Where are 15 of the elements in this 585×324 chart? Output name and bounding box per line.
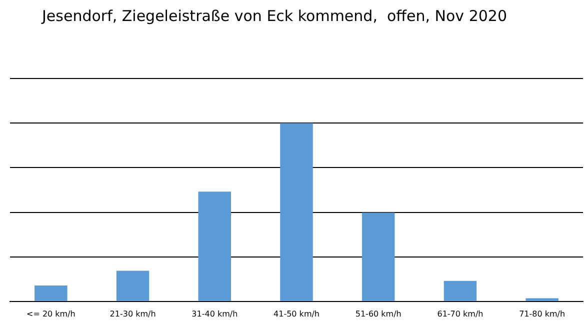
bar — [362, 212, 395, 301]
bar — [198, 192, 232, 301]
x-tick-label: <= 20 km/h — [26, 309, 76, 318]
bar — [280, 123, 313, 301]
bar — [34, 286, 68, 301]
x-tick-label: 41-50 km/h — [274, 309, 320, 318]
x-tick-label: 31-40 km/h — [192, 309, 238, 318]
x-tick-label: 61-70 km/h — [437, 309, 484, 318]
x-tick-label: 51-60 km/h — [355, 309, 402, 318]
x-tick-label: 21-30 km/h — [110, 309, 156, 318]
chart-title: Jesendorf, Ziegeleistraße von Eck kommend, offen, Nov 2020 — [42, 7, 507, 25]
bar — [444, 280, 477, 301]
x-tick-label: 71-80 km/h — [519, 309, 566, 318]
bar — [526, 298, 558, 301]
bar — [116, 270, 150, 301]
